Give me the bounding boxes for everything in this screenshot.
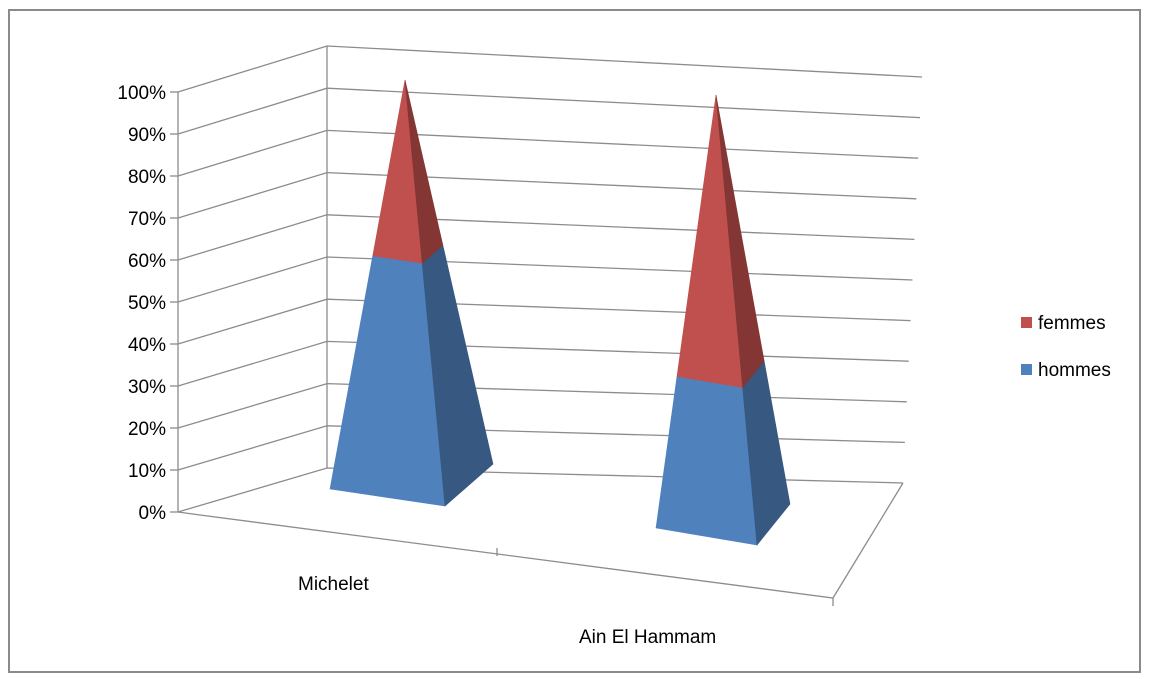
y-tick-label: 80% — [128, 167, 166, 188]
chart-plot: 0% 10% 20% 30% 40% 50% 60% 70% 80% 90% 100% Michel… — [117, 45, 1111, 648]
category-label: Ain El Hammam — [579, 627, 716, 648]
y-tick-label: 0% — [139, 503, 167, 524]
gridline — [177, 171, 917, 219]
y-tick-label: 90% — [128, 125, 166, 146]
gridline — [177, 214, 915, 261]
legend-swatch — [1021, 317, 1032, 328]
legend-label: hommes — [1038, 360, 1111, 381]
chart-frame: 0% 10% 20% 30% 40% 50% 60% 70% 80% 90% 100% Michel… — [8, 9, 1141, 673]
pyramid-segment-hommes-front — [655, 376, 758, 546]
y-tick-label: 10% — [128, 461, 166, 482]
gridline — [177, 425, 905, 471]
legend-item-femmes: femmes — [1021, 313, 1106, 334]
chart-walls — [177, 46, 904, 606]
y-axis-ticks: 0% 10% 20% 30% 40% 50% 60% 70% 80% 90% 100% — [117, 83, 178, 524]
gridline — [177, 45, 923, 93]
gridline — [177, 467, 904, 513]
category-label: Michelet — [298, 574, 369, 595]
y-tick-label: 50% — [128, 293, 166, 314]
legend-item-hommes: hommes — [1021, 360, 1111, 381]
gridline — [177, 382, 907, 429]
gridlines — [177, 45, 923, 513]
floor-left-edge — [177, 511, 201, 516]
y-tick-label: 40% — [128, 335, 166, 356]
y-tick-label: 20% — [128, 419, 166, 440]
pyramid-segment-femmes-side — [404, 79, 444, 264]
pyramids — [329, 79, 791, 546]
gridline — [177, 256, 913, 303]
y-tick-label: 30% — [128, 377, 166, 398]
category-labels: Michelet Ain El Hammam — [298, 574, 716, 648]
legend-label: femmes — [1038, 313, 1106, 334]
gridline — [177, 298, 911, 345]
gridline — [177, 129, 919, 177]
legend-swatch — [1021, 364, 1032, 375]
y-tick-label: 100% — [117, 83, 166, 104]
y-tick-label: 60% — [128, 251, 166, 272]
legend: femmes hommes — [1021, 313, 1111, 381]
y-tick-label: 70% — [128, 209, 166, 230]
pyramid-segment-femmes-side — [715, 94, 765, 389]
gridline — [177, 87, 921, 135]
gridline — [177, 340, 909, 387]
